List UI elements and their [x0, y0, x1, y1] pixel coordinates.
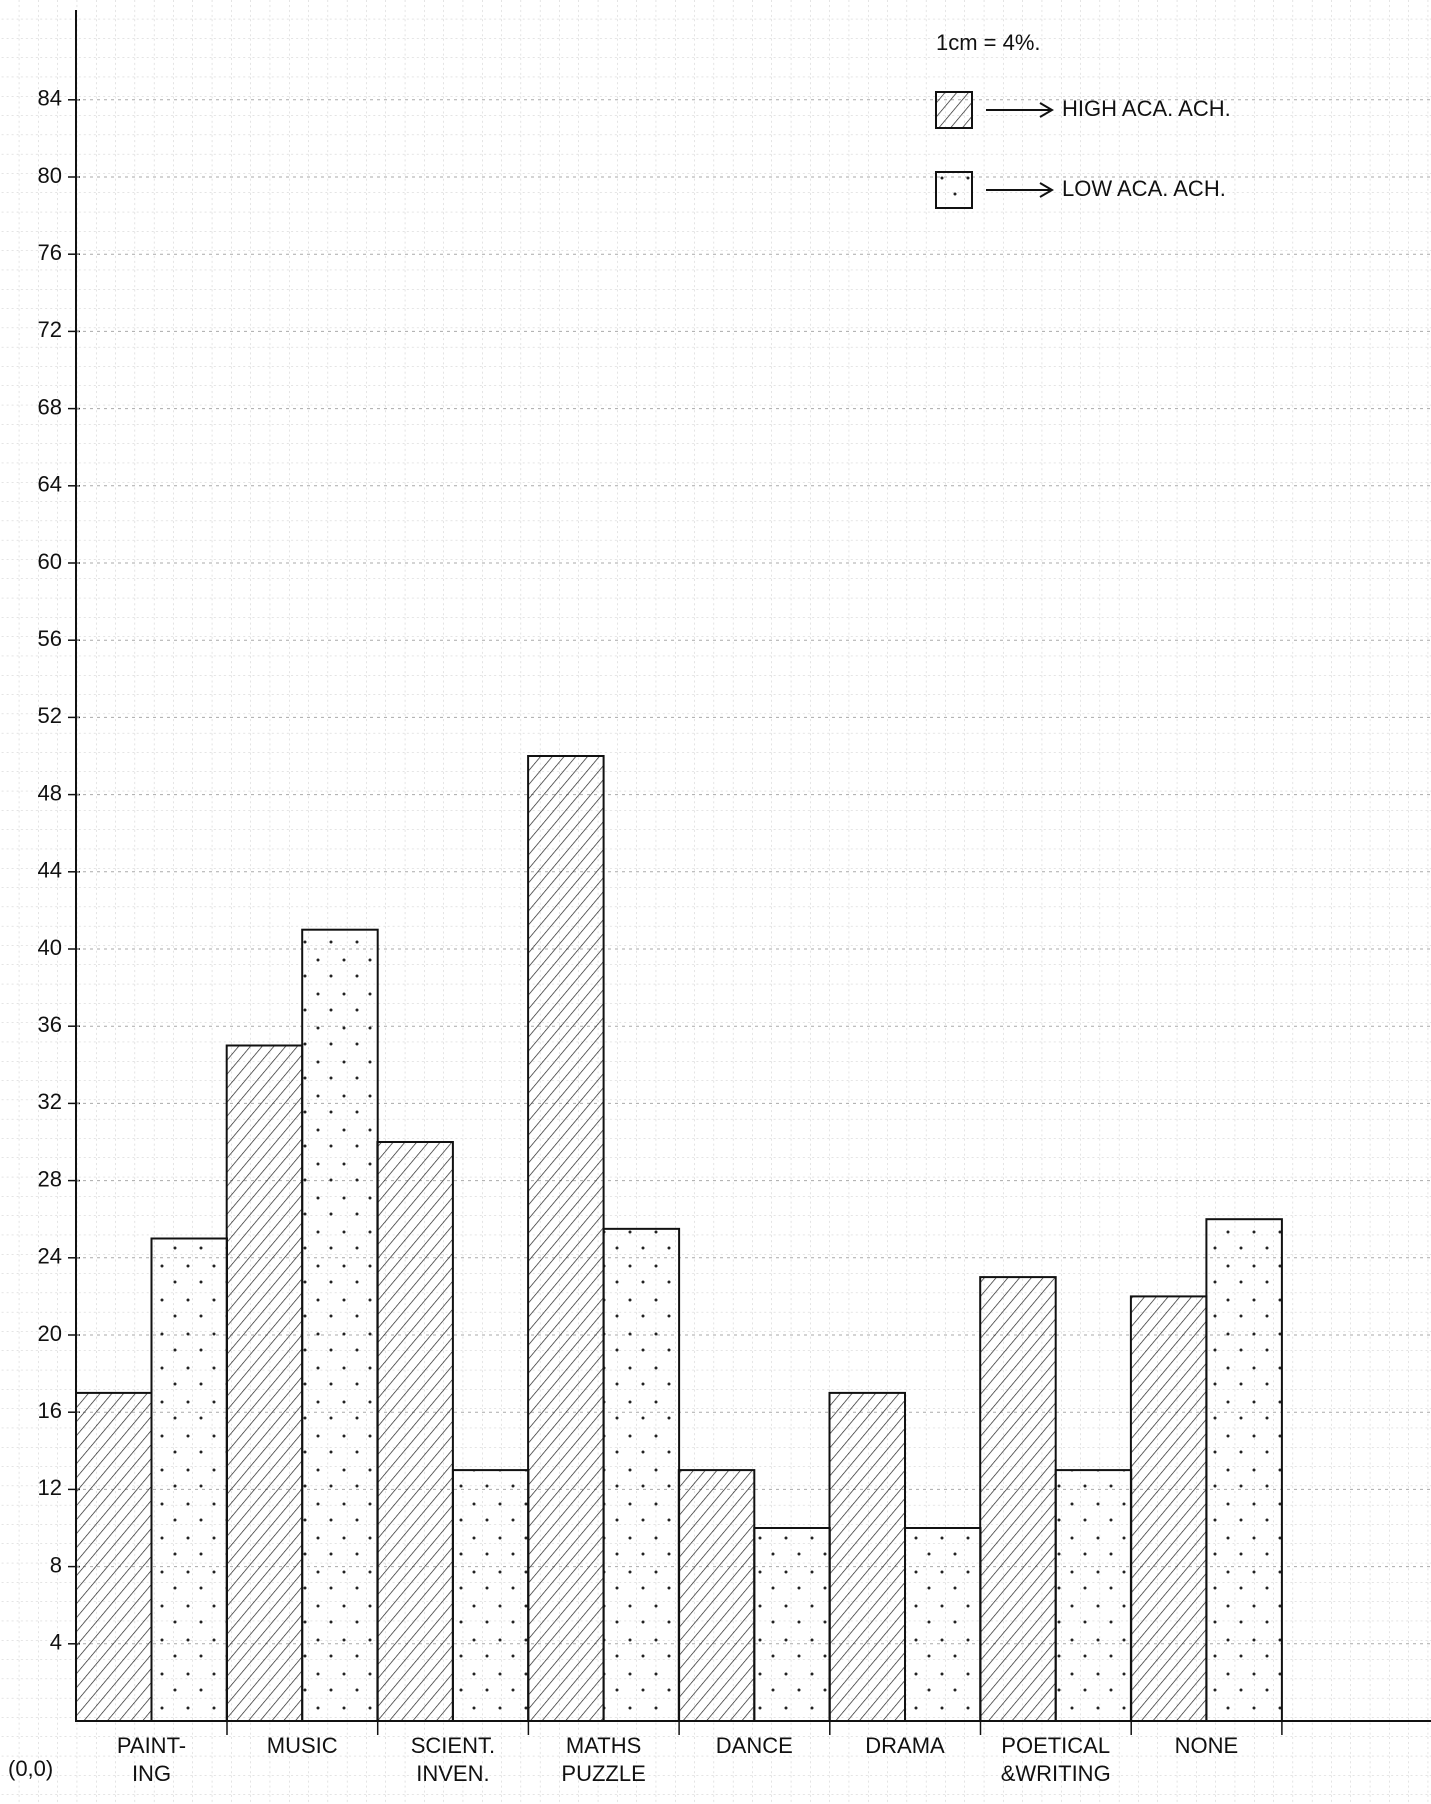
bar	[1056, 1470, 1132, 1721]
x-tick-label: DANCE	[716, 1733, 793, 1758]
y-tick-label: 44	[38, 858, 62, 883]
x-tick-label: DRAMA	[865, 1733, 945, 1758]
x-tick-label: POETICAL	[1001, 1733, 1110, 1758]
bar	[905, 1528, 981, 1721]
bar	[679, 1470, 755, 1721]
bar	[453, 1470, 529, 1721]
x-tick-label: INVEN.	[416, 1761, 489, 1786]
x-tick-label: &WRITING	[1001, 1761, 1111, 1786]
y-tick-label: 80	[38, 163, 62, 188]
bar	[754, 1528, 830, 1721]
y-tick-label: 40	[38, 935, 62, 960]
origin-label: (0,0)	[8, 1756, 53, 1781]
legend-swatch	[936, 172, 972, 208]
y-tick-label: 48	[38, 780, 62, 805]
y-tick-label: 16	[38, 1398, 62, 1423]
y-tick-label: 52	[38, 703, 62, 728]
bar	[302, 930, 378, 1721]
bar	[377, 1142, 453, 1721]
legend-label: HIGH ACA. ACH.	[1062, 96, 1231, 121]
y-tick-label: 68	[38, 394, 62, 419]
bar	[528, 756, 604, 1721]
y-tick-label: 8	[50, 1552, 62, 1577]
chart: 1cm = 4%. (0,0) 481216202428323640444852…	[0, 0, 1431, 1804]
legend-swatch	[936, 92, 972, 128]
bar	[76, 1393, 152, 1721]
x-tick-label: ING	[132, 1761, 171, 1786]
scale-note: 1cm = 4%.	[936, 30, 1041, 55]
x-tick-label: PAINT-	[117, 1733, 186, 1758]
x-tick-label: MUSIC	[267, 1733, 338, 1758]
bar	[604, 1229, 680, 1721]
bar	[830, 1393, 906, 1721]
y-tick-label: 32	[38, 1089, 62, 1114]
bar	[227, 1046, 303, 1722]
x-tick-label: PUZZLE	[561, 1761, 645, 1786]
y-tick-label: 76	[38, 240, 62, 265]
bar	[980, 1277, 1055, 1721]
bar	[152, 1239, 228, 1722]
y-tick-label: 84	[38, 86, 62, 111]
y-tick-label: 72	[38, 317, 62, 342]
x-tick-label: MATHS	[566, 1733, 641, 1758]
y-tick-label: 56	[38, 626, 62, 651]
y-tick-label: 24	[38, 1244, 62, 1269]
y-tick-label: 20	[38, 1321, 62, 1346]
y-tick-label: 36	[38, 1012, 62, 1037]
bar	[1206, 1219, 1282, 1721]
y-tick-label: 12	[38, 1475, 62, 1500]
y-tick-label: 28	[38, 1166, 62, 1191]
x-tick-label: SCIENT.	[411, 1733, 495, 1758]
legend-label: LOW ACA. ACH.	[1062, 176, 1226, 201]
y-tick-label: 64	[38, 472, 62, 497]
bar	[1131, 1296, 1207, 1721]
y-tick-label: 60	[38, 549, 62, 574]
y-tick-label: 4	[50, 1630, 62, 1655]
x-tick-label: NONE	[1175, 1733, 1239, 1758]
